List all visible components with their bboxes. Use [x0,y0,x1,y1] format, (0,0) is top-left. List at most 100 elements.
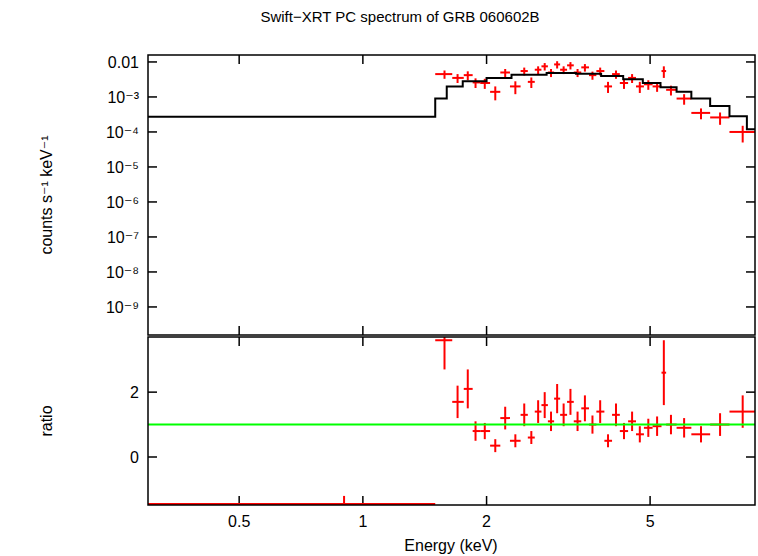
y-tick [148,236,157,238]
x-tick [649,326,651,335]
y-axis-label: counts s⁻¹ keV⁻¹ [38,135,55,254]
data-point [521,403,528,426]
x-tick [362,326,364,335]
x-tick [486,55,488,64]
data-point [500,69,510,77]
data-point [574,412,582,431]
data-point [541,63,547,70]
y-tick [746,391,755,393]
y-tick-label: 10⁻⁹ [106,299,139,316]
x-tick [238,337,240,346]
y-tick [148,456,157,458]
data-point [628,412,636,431]
x-tick-label: 1 [358,513,367,530]
data-point [535,400,542,423]
data-point [653,416,662,435]
data-point [581,64,589,72]
y-tick [746,201,755,203]
y-tick-label: 10⁻⁴ [106,124,139,141]
data-point [620,79,628,89]
y-tick [746,61,755,63]
data-point [567,62,574,69]
x-tick-label: 0.5 [228,513,250,530]
data-point [528,431,535,444]
model-line [148,424,755,426]
title: Swift−XRT PC spectrum of GRB 060602B [260,8,539,25]
data-point [644,419,653,437]
y-tick [148,201,157,203]
data-point [541,392,547,418]
data-point [535,66,542,74]
x-tick [649,337,651,346]
y-tick [148,306,157,308]
y-tick [746,306,755,308]
data-point [510,434,521,447]
panel-0: Swift−XRT PC spectrum of GRB 060602B coun… [38,8,755,335]
x-tick [649,55,651,64]
data-point [662,340,667,405]
data-point [500,407,510,430]
data-point [691,426,710,442]
data-point [148,496,435,505]
data-point [567,389,574,415]
data-point [528,77,535,88]
x-axis-label: Energy (keV) [404,537,497,554]
data-point [729,395,755,427]
plot-frame [148,55,755,335]
data-point [490,439,500,452]
y-tick-label: 10⁻⁶ [106,194,139,211]
data-point [677,94,692,105]
y-tick-label: 0.01 [108,54,139,71]
data-point [452,386,464,418]
y-axis-label: ratio [38,405,55,436]
x-tick [649,496,651,505]
y-tick [746,456,755,458]
y-tick [746,236,755,238]
data-point [644,80,653,90]
data-point [604,82,612,93]
y-tick [148,61,157,63]
data-point [435,70,452,78]
y-tick-label: 10⁻⁵ [106,159,139,176]
data-point [560,403,567,426]
y-tick [148,131,157,133]
data-point [554,384,560,413]
x-tick [362,337,364,346]
data-point [662,66,667,78]
x-tick [486,337,488,346]
y-tick [148,166,157,168]
chart: Swift−XRT PC spectrum of GRB 060602B coun… [0,0,758,556]
plot-frame [148,337,755,505]
data-point [612,70,620,78]
data-point [464,369,473,408]
y-tick [148,96,157,98]
y-tick-label: 0 [130,449,139,466]
data-point [612,403,620,426]
y-tick [746,271,755,273]
y-tick-label: 10⁻⁸ [106,264,139,281]
data-point [548,412,554,431]
x-tick-label: 5 [646,513,655,530]
y-tick-label: 2 [130,384,139,401]
data-point [710,112,729,124]
data-point [473,78,481,88]
y-tick [746,96,755,98]
x-tick [486,326,488,335]
y-tick-label: 10⁻⁷ [107,229,139,246]
data-point [464,71,473,80]
data-point [677,418,692,437]
x-tick [486,496,488,505]
plot-area [148,61,755,142]
panel-1: ratioEnergy (keV)0.512502 [38,311,755,554]
y-tick-label: 10⁻³ [107,89,139,106]
data-point [581,395,589,421]
data-point [490,86,500,100]
data-point [604,434,612,447]
model-line [148,73,755,129]
data-point [435,337,452,369]
x-tick [238,326,240,335]
data-point [596,400,604,423]
data-point [636,426,644,442]
y-tick [148,271,157,273]
plot-area [148,337,755,505]
